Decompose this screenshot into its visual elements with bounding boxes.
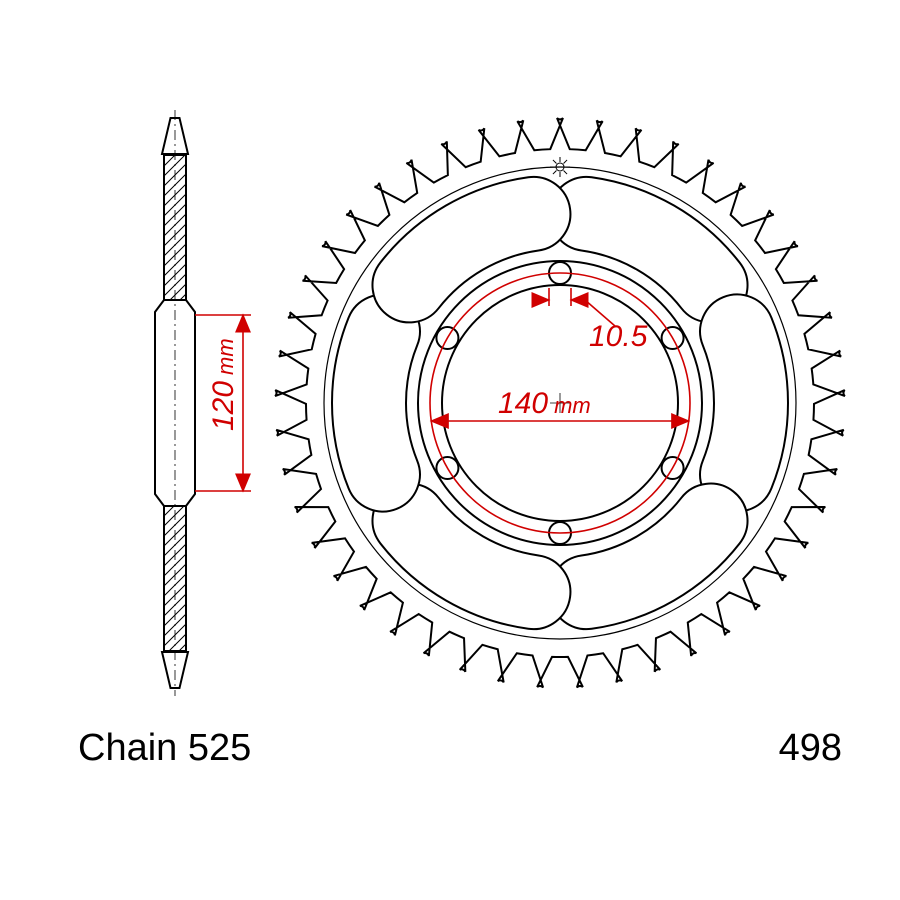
chain-label: Chain 525 [78, 727, 251, 769]
sprocket-technical-drawing: 120mm140mm10.5 Chain 525 498 [0, 0, 900, 900]
part-number-label: 498 [779, 727, 842, 769]
dimension-height: 120mm [207, 338, 240, 431]
sprocket-side-view [155, 110, 195, 696]
spoke-window [700, 294, 788, 511]
spoke-window [332, 294, 420, 511]
dimension-hole-diameter: 10.5 [589, 320, 648, 353]
